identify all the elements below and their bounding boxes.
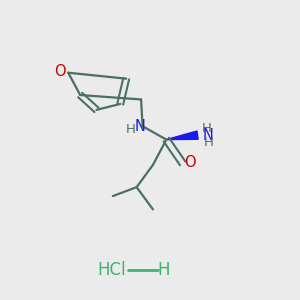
Text: H: H: [202, 122, 212, 135]
Text: H: H: [203, 136, 213, 149]
Text: O: O: [184, 155, 196, 170]
Text: H: H: [126, 123, 136, 136]
Text: N: N: [203, 128, 214, 142]
Text: HCl: HCl: [97, 261, 126, 279]
Polygon shape: [166, 131, 198, 140]
Text: O: O: [54, 64, 66, 79]
Text: H: H: [157, 261, 170, 279]
Text: N: N: [134, 119, 145, 134]
